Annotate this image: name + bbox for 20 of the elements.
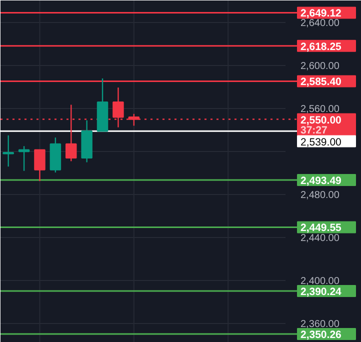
- candlestick: [2, 134, 14, 168]
- ref-line-label: 2,550.00: [300, 114, 342, 126]
- y-tick-label: 2,480.00: [300, 190, 340, 201]
- y-tick-label: 2,360.00: [300, 318, 340, 330]
- ref-line-label: 2,539.00: [300, 136, 342, 148]
- ref-line-label: 2,390.24: [300, 286, 342, 298]
- y-tick-label: 2,600.00: [300, 61, 340, 72]
- ref-line-label: 2,493.49: [300, 175, 342, 187]
- candlestick: [34, 149, 46, 182]
- y-tick-label: 2,400.00: [300, 276, 340, 287]
- ref-line-label: 2,449.55: [300, 222, 342, 234]
- y-tick-label: 2,440.00: [300, 232, 340, 244]
- ref-line-label: 2,618.25: [300, 40, 342, 53]
- ref-line-label: 2,585.40: [300, 76, 342, 88]
- annotation: 37:27: [300, 124, 328, 136]
- ref-line-label: 2,350.26: [300, 328, 342, 341]
- ref-line-label: 2,649.12: [300, 8, 342, 20]
- candlestick: [18, 146, 30, 172]
- y-tick-label: 2,560.00: [300, 104, 340, 116]
- y-tick-label: 2,640.00: [300, 18, 340, 30]
